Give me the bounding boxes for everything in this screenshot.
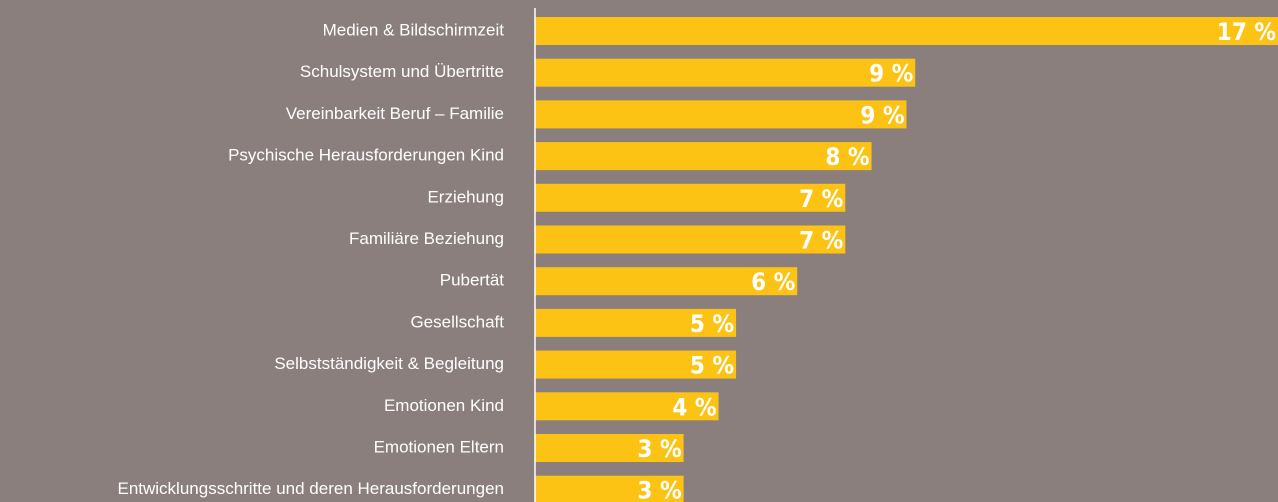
bar: [535, 475, 684, 502]
category-label: Emotionen Kind: [384, 396, 504, 415]
value-label: 3 %: [637, 435, 681, 463]
category-label: Entwicklungsschritte und deren Herausfor…: [117, 479, 504, 498]
category-label: Gesellschaft: [410, 312, 504, 331]
bar: [535, 225, 846, 254]
category-label: Vereinbarkeit Beruf – Familie: [286, 104, 504, 123]
bar: [535, 142, 872, 171]
value-label: 9 %: [860, 101, 904, 129]
bar: [535, 350, 737, 379]
value-label: 6 %: [751, 268, 795, 296]
value-label: 5 %: [690, 352, 734, 380]
category-label: Erziehung: [427, 187, 504, 206]
value-label: 9 %: [869, 60, 913, 88]
value-label: 7 %: [799, 185, 843, 213]
category-label: Familiäre Beziehung: [349, 229, 504, 248]
bar: [535, 183, 846, 212]
bar: [535, 58, 916, 87]
bar: [535, 392, 719, 421]
category-label: Schulsystem und Übertritte: [300, 62, 504, 81]
bar: [535, 100, 907, 129]
bar: [535, 434, 684, 462]
category-label: Emotionen Eltern: [374, 437, 504, 456]
bar: [535, 308, 737, 337]
category-label: Selbstständigkeit & Begleitung: [274, 354, 504, 373]
value-label: 3 %: [637, 477, 681, 502]
category-label: Pubertät: [440, 271, 505, 290]
category-label: Medien & Bildschirmzeit: [323, 20, 505, 39]
bar: [535, 267, 798, 296]
value-label: 7 %: [799, 227, 843, 255]
value-label: 17 %: [1217, 18, 1276, 46]
value-label: 8 %: [825, 143, 869, 171]
bar: [535, 17, 1278, 45]
value-label: 4 %: [672, 393, 716, 421]
value-label: 5 %: [690, 310, 734, 338]
category-label: Psychische Herausforderungen Kind: [228, 146, 504, 165]
